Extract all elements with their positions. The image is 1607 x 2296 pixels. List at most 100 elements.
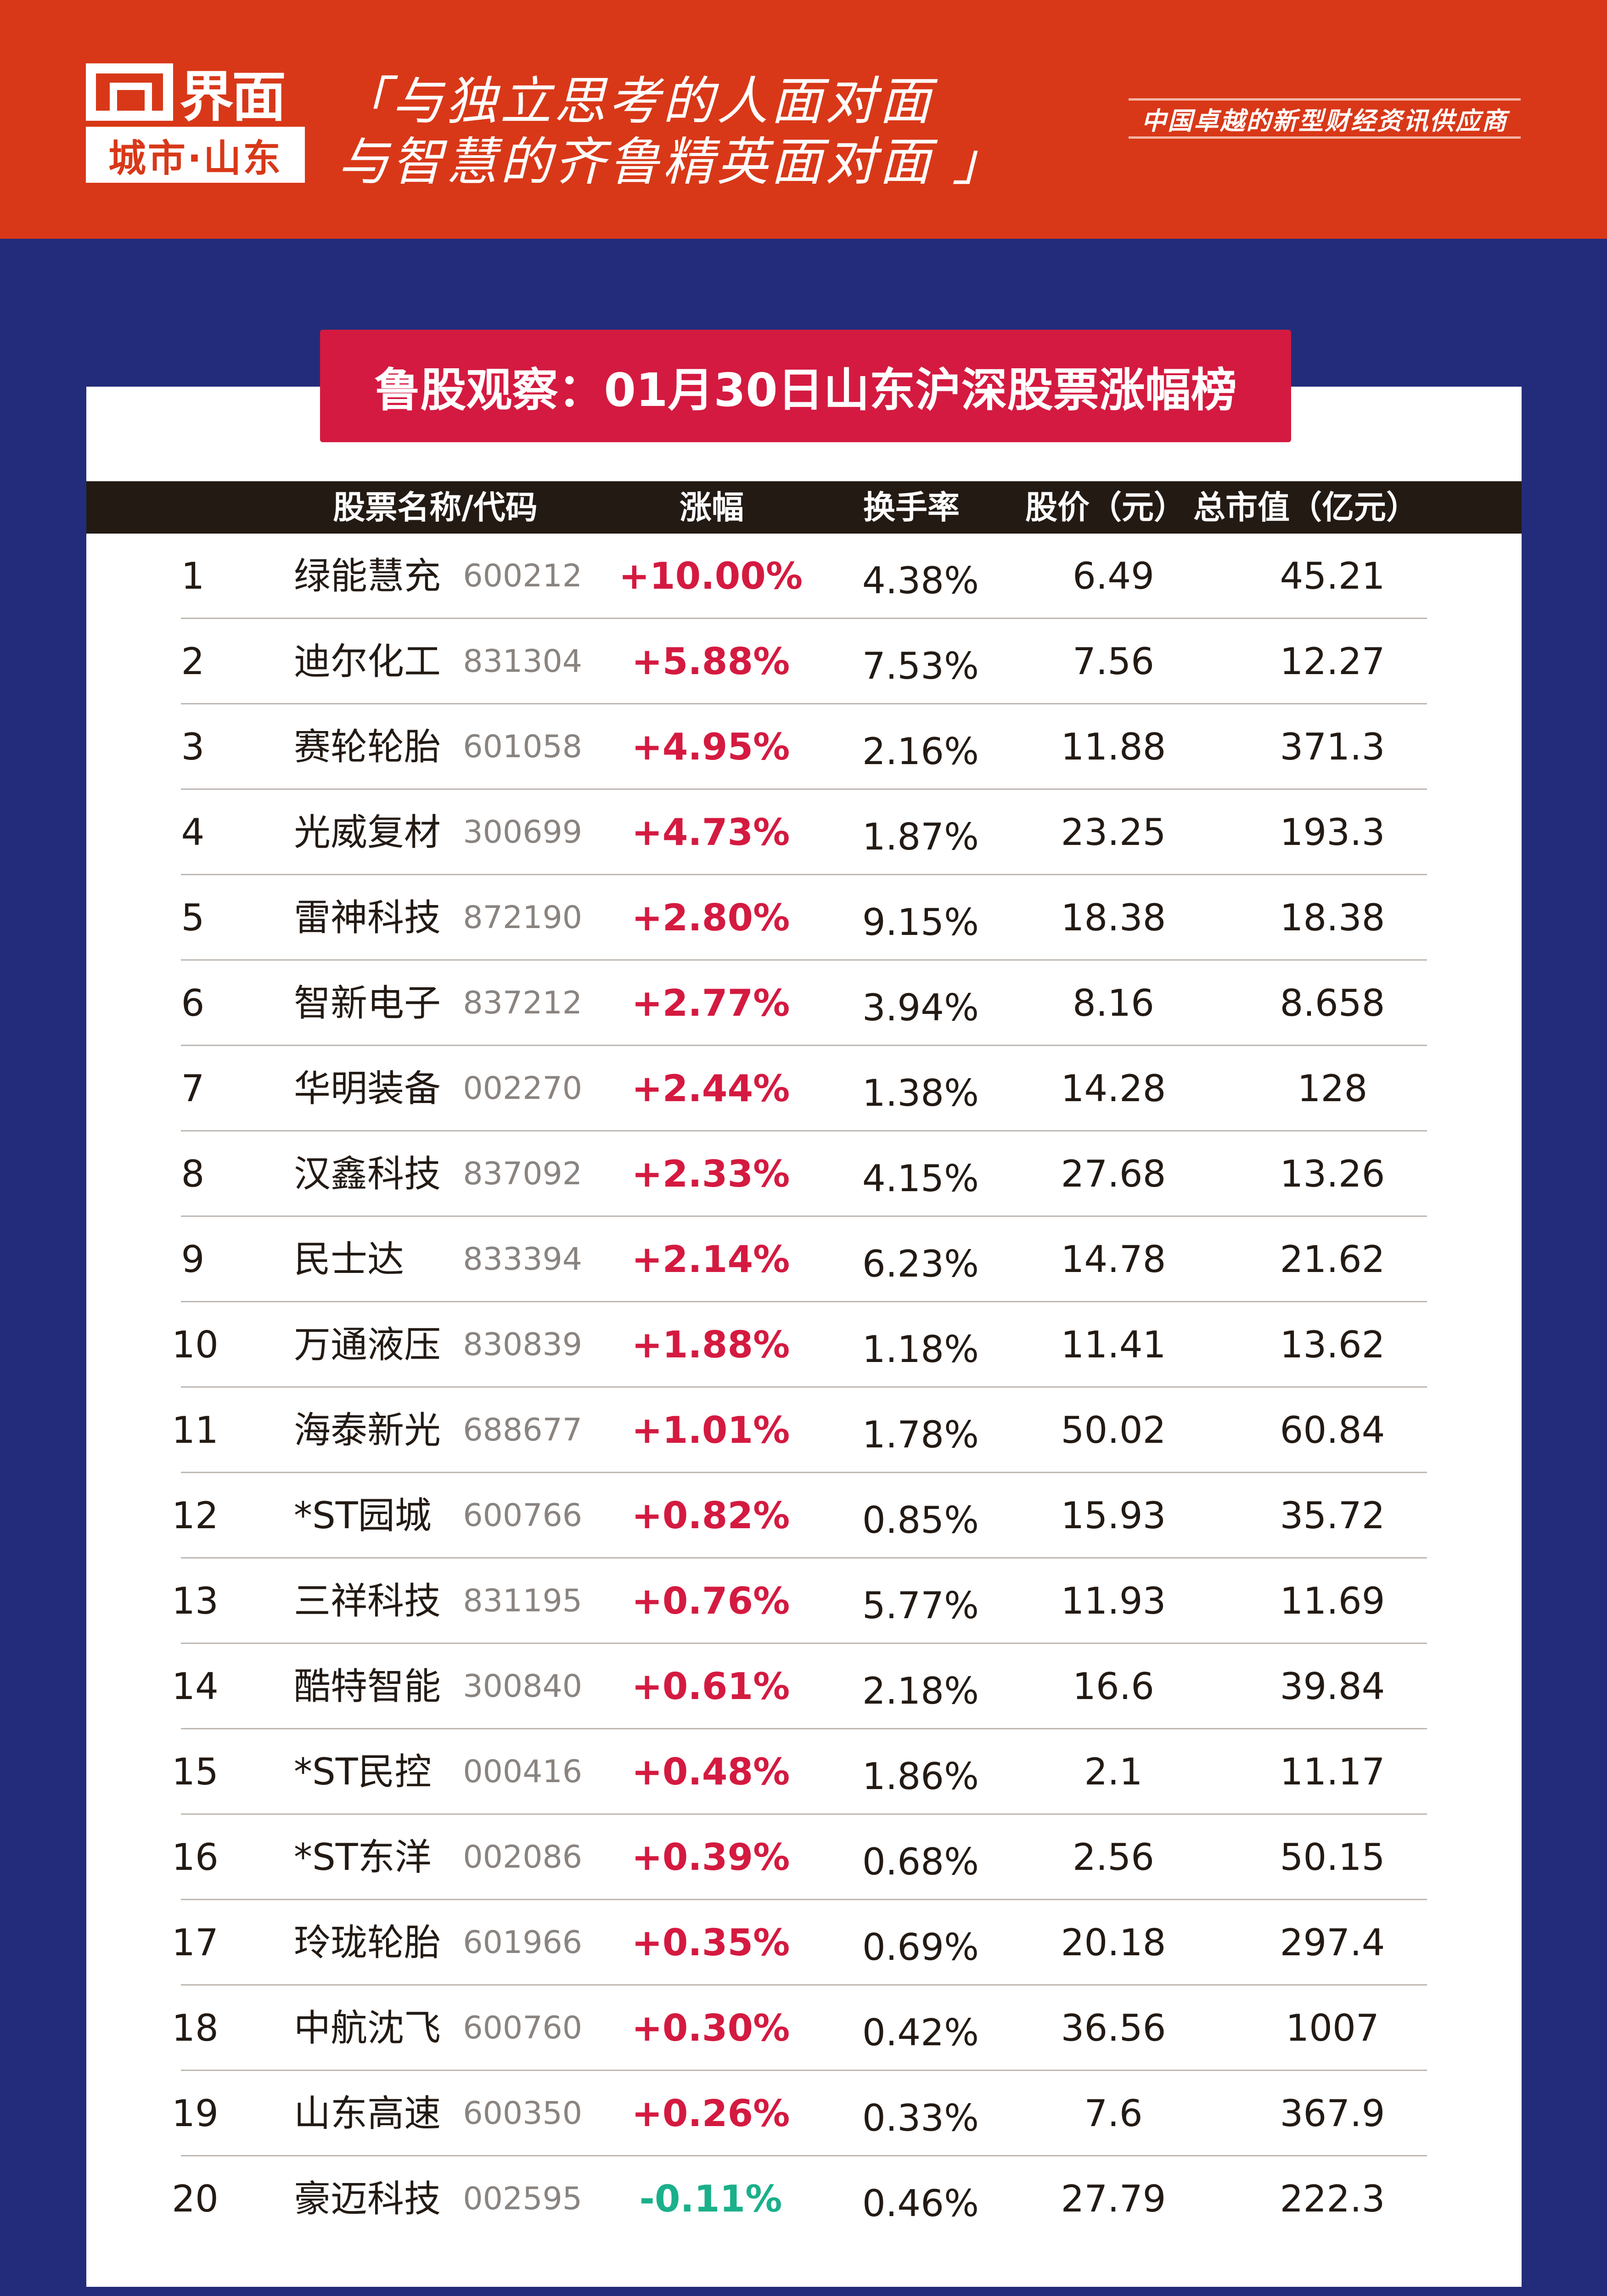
row-divider (181, 874, 1427, 875)
price: 7.6 (1084, 2092, 1143, 2135)
market-cap: 13.26 (1280, 1153, 1385, 1195)
stock-name: 海泰新光 (294, 1409, 441, 1452)
turnover: 1.38% (862, 1072, 979, 1114)
table-row: 2 迪尔化工 831304 +5.88% 7.53% 7.56 12.27 (0, 619, 1607, 704)
stock-code: 831304 (463, 643, 582, 680)
row-divider (181, 1045, 1427, 1046)
slogan-line-1: 「与独立思考的人面对面 (337, 72, 933, 131)
price: 6.49 (1072, 555, 1155, 597)
table-row: 15 *ST民控 000416 +0.48% 1.86% 2.1 11.17 (0, 1729, 1607, 1815)
stock-code: 601966 (463, 1925, 582, 1961)
price: 14.28 (1061, 1067, 1166, 1110)
price: 8.16 (1072, 982, 1155, 1024)
stock-code: 600212 (463, 558, 582, 594)
change: +0.82% (631, 1494, 790, 1537)
turnover: 2.16% (862, 730, 979, 773)
market-cap: 60.84 (1280, 1409, 1385, 1452)
stock-code: 000416 (463, 1754, 582, 1790)
row-divider (181, 788, 1427, 790)
rank: 2 (181, 640, 205, 683)
price: 27.79 (1061, 2178, 1166, 2220)
price: 50.02 (1061, 1409, 1166, 1452)
table-row: 1 绿能慧充 600212 +10.00% 4.38% 6.49 45.21 (0, 534, 1607, 619)
page-title: 鲁股观察：01月30日山东沪深股票涨幅榜 (320, 330, 1291, 442)
table-row: 10 万通液压 830839 +1.88% 1.18% 11.41 13.62 (0, 1302, 1607, 1388)
table-row: 3 赛轮轮胎 601058 +4.95% 2.16% 11.88 371.3 (0, 704, 1607, 790)
row-divider (181, 2070, 1427, 2071)
stock-name: 三祥科技 (294, 1580, 441, 1622)
price: 11.41 (1061, 1323, 1166, 1366)
turnover: 5.77% (862, 1584, 979, 1627)
table-row: 8 汉鑫科技 837092 +2.33% 4.15% 27.68 13.26 (0, 1131, 1607, 1217)
market-cap: 128 (1297, 1067, 1368, 1110)
stock-code: 837212 (463, 985, 582, 1021)
rank: 17 (172, 1921, 219, 1964)
market-cap: 222.3 (1280, 2178, 1385, 2220)
tagline: 中国卓越的新型财经资讯供应商 (1129, 98, 1521, 139)
turnover: 1.86% (862, 1755, 979, 1798)
change: +0.39% (631, 1836, 790, 1879)
row-divider (181, 1813, 1427, 1815)
change: +0.61% (631, 1665, 790, 1708)
col-change: 涨幅 (680, 489, 744, 526)
change: +4.73% (631, 811, 790, 854)
turnover: 7.53% (862, 645, 979, 687)
table-header: 股票名称/代码 涨幅 换手率 股价（元） 总市值（亿元） (86, 481, 1522, 534)
market-cap: 39.84 (1280, 1665, 1385, 1708)
market-cap: 371.3 (1280, 726, 1385, 768)
price: 20.18 (1061, 1921, 1166, 1964)
slogan-line-2: 与智慧的齐鲁精英面对面 」 (337, 132, 1007, 192)
market-cap: 297.4 (1280, 1921, 1385, 1964)
change: +0.48% (631, 1750, 790, 1793)
turnover: 1.18% (862, 1328, 979, 1371)
stock-name: 山东高速 (294, 2092, 441, 2135)
stock-name: 中航沈飞 (294, 2007, 441, 2049)
header-banner: 界面 城市·山东 「与独立思考的人面对面 与智慧的齐鲁精英面对面 」 中国卓越的… (0, 0, 1607, 239)
price: 36.56 (1061, 2007, 1166, 2049)
market-cap: 21.62 (1280, 1238, 1385, 1281)
change: +2.80% (631, 896, 790, 939)
stock-name: *ST民控 (294, 1750, 432, 1793)
stock-name: 迪尔化工 (294, 640, 441, 683)
price: 15.93 (1061, 1494, 1166, 1537)
logo-mark-icon (86, 63, 173, 121)
col-turnover: 换手率 (863, 489, 960, 526)
row-divider (181, 1386, 1427, 1388)
rank: 4 (181, 811, 205, 854)
row-divider (181, 2155, 1427, 2156)
rank: 18 (172, 2007, 219, 2049)
turnover: 4.38% (862, 559, 979, 602)
turnover: 0.42% (862, 2011, 979, 2054)
price: 18.38 (1061, 896, 1166, 939)
market-cap: 11.69 (1280, 1580, 1385, 1622)
row-divider (181, 1130, 1427, 1131)
stock-name: 雷神科技 (294, 896, 441, 939)
market-cap: 18.38 (1280, 896, 1385, 939)
rank: 7 (181, 1067, 205, 1110)
change: +2.33% (631, 1153, 790, 1195)
rank: 12 (172, 1494, 219, 1537)
turnover: 0.33% (862, 2097, 979, 2139)
stock-name: 智新电子 (294, 982, 441, 1024)
stock-name: 绿能慧充 (294, 555, 441, 597)
change: +2.44% (631, 1067, 790, 1110)
turnover: 0.69% (862, 1926, 979, 1969)
logo-subtitle: 城市·山东 (86, 127, 305, 183)
row-divider (181, 1216, 1427, 1217)
change: +10.00% (618, 555, 803, 597)
rank: 3 (181, 726, 205, 768)
price: 2.1 (1084, 1750, 1143, 1793)
logo-text: 界面 (180, 65, 286, 129)
market-cap: 45.21 (1280, 555, 1385, 597)
price: 23.25 (1061, 811, 1166, 854)
col-name: 股票名称/代码 (333, 489, 538, 526)
market-cap: 50.15 (1280, 1836, 1385, 1879)
stock-name: 汉鑫科技 (294, 1153, 441, 1195)
change: +0.35% (631, 1921, 790, 1964)
turnover: 0.68% (862, 1840, 979, 1883)
table-row: 14 酷特智能 300840 +0.61% 2.18% 16.6 39.84 (0, 1644, 1607, 1729)
market-cap: 1007 (1286, 2007, 1379, 2049)
stock-code: 002595 (463, 2181, 582, 2217)
rank: 11 (172, 1409, 219, 1452)
change: +1.01% (631, 1409, 790, 1452)
